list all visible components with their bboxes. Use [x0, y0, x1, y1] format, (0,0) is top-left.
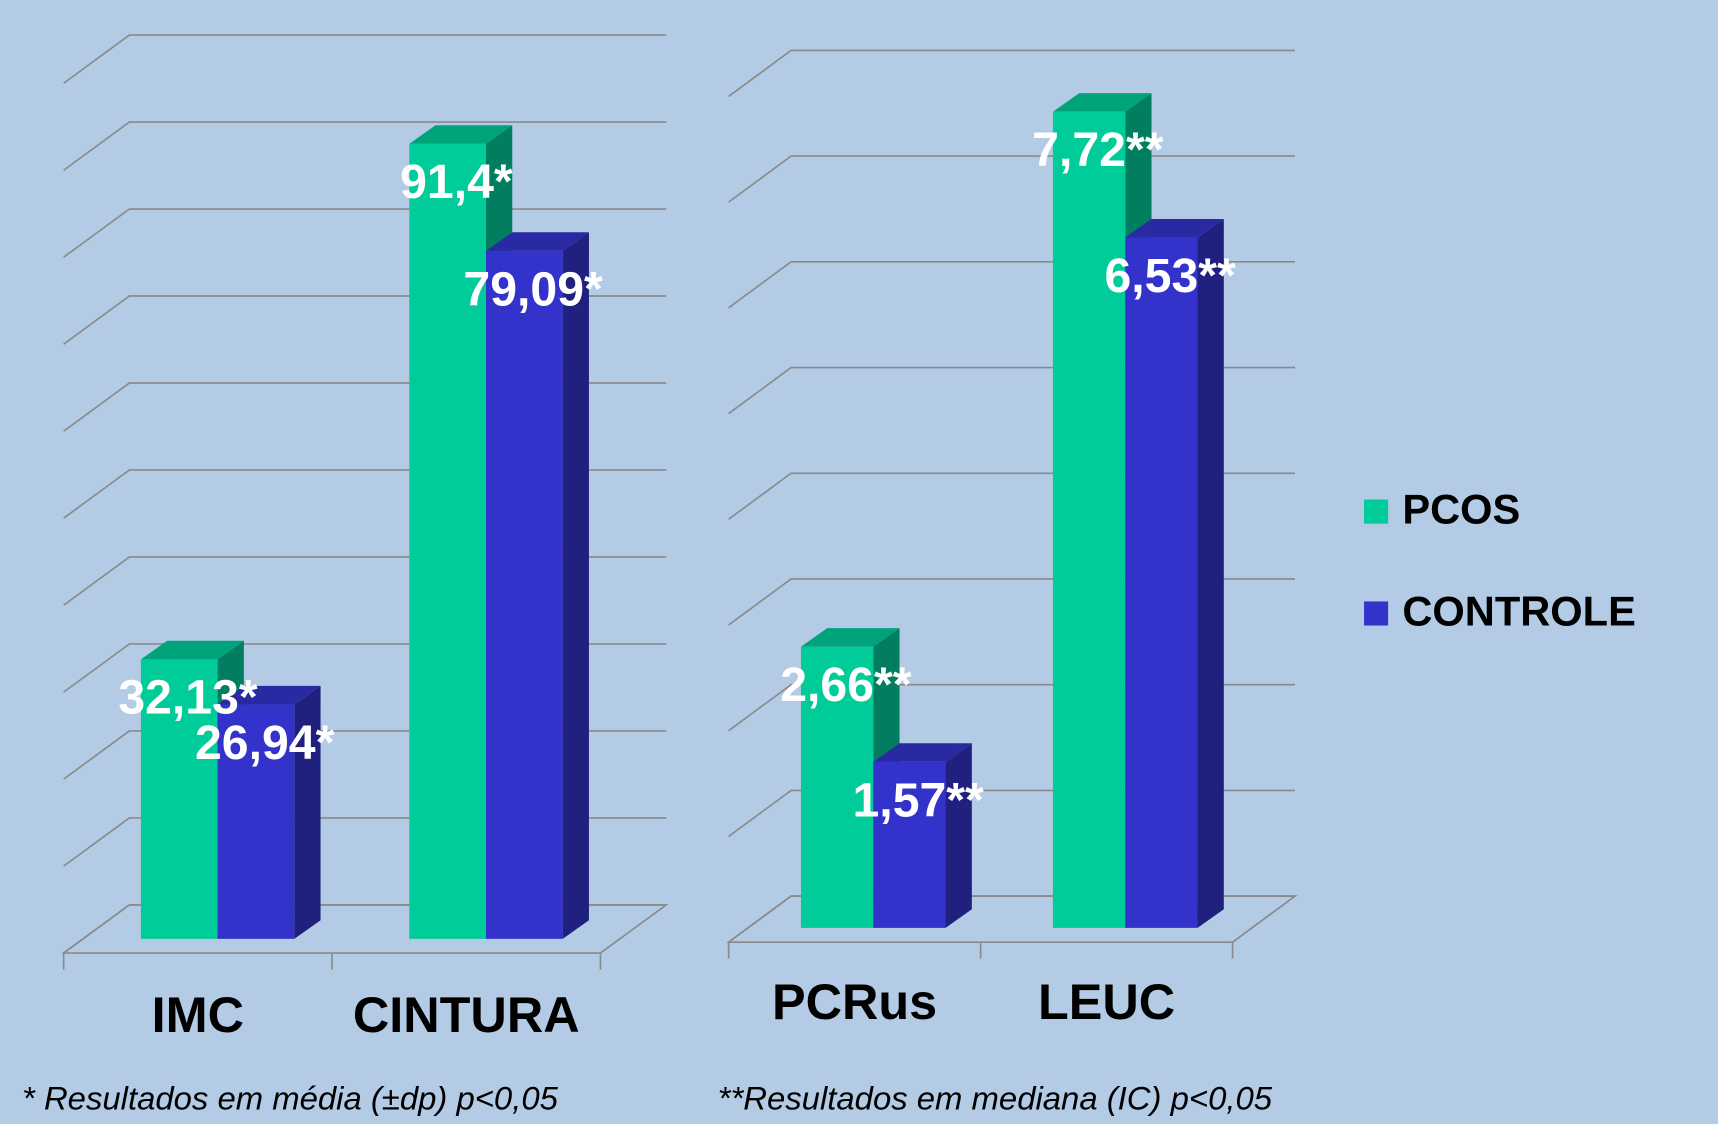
- x-tick-label: CINTURA: [353, 986, 580, 1043]
- bar: [1125, 237, 1198, 928]
- data-label: 26,94*: [195, 716, 335, 770]
- bar: [800, 646, 874, 928]
- data-label: 91,4*: [400, 155, 513, 209]
- legend-swatch: [1364, 499, 1389, 524]
- legend-label: PCOS: [1402, 486, 1520, 533]
- data-label: 32,13*: [118, 671, 258, 725]
- grid-line: [63, 121, 667, 171]
- grid-line: [728, 49, 1296, 98]
- bar-top: [409, 125, 513, 144]
- grid-line: [63, 34, 667, 84]
- x-tick-label: IMC: [152, 986, 244, 1043]
- bar-top: [1125, 218, 1224, 238]
- bar-top: [217, 685, 321, 705]
- bar: [140, 659, 218, 939]
- bar: [1052, 111, 1126, 928]
- data-label: 2,66**: [780, 658, 912, 712]
- legend-swatch: [1364, 601, 1389, 626]
- bar-top: [140, 640, 244, 660]
- x-tick-label: LEUC: [1038, 973, 1175, 1030]
- footnote: **Resultados em mediana (IC) p<0,05: [718, 1080, 1273, 1117]
- bar-side: [294, 685, 321, 939]
- bar-top: [1052, 93, 1152, 112]
- bar: [873, 761, 946, 928]
- bar: [485, 250, 563, 939]
- data-label: 79,09*: [463, 262, 603, 316]
- bar-top: [485, 232, 589, 251]
- bar-top: [800, 628, 900, 647]
- x-tick-label: PCRus: [772, 973, 937, 1030]
- data-label: 6,53**: [1104, 249, 1236, 303]
- footnote: * Resultados em média (±dp) p<0,05: [22, 1080, 559, 1117]
- data-label: 7,72**: [1032, 123, 1164, 177]
- bar-side: [945, 743, 972, 928]
- bar-side: [562, 232, 589, 939]
- bar-side: [1197, 218, 1224, 928]
- data-label: 1,57**: [853, 773, 985, 827]
- bar: [409, 143, 486, 939]
- legend-label: CONTROLE: [1402, 588, 1635, 635]
- bar: [217, 704, 295, 939]
- bar-top: [873, 743, 972, 762]
